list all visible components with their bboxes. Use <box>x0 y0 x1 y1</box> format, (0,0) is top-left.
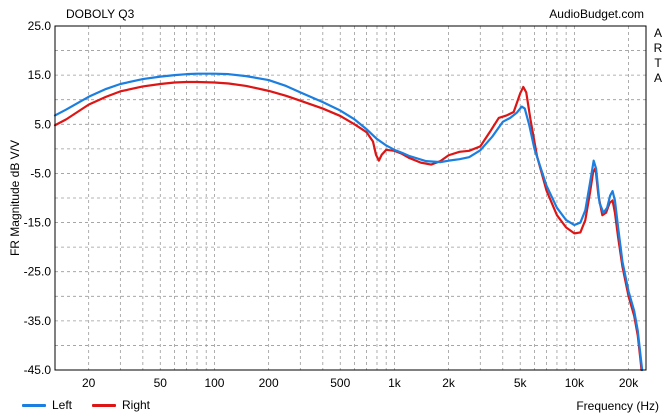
x-tick-label: 50 <box>154 376 168 390</box>
grid <box>55 26 646 370</box>
y-tick-label: 25.0 <box>28 19 52 33</box>
y-tick-label: -15.0 <box>24 216 52 230</box>
legend-swatch-left <box>22 403 46 407</box>
chart-title: DOBOLY Q3 <box>66 7 135 21</box>
y-tick-label: -25.0 <box>24 265 52 279</box>
y-tick-label: 15.0 <box>28 68 52 82</box>
y-axis-label: FR Magnitude dB V/V <box>8 139 22 257</box>
arta-letter: A <box>653 26 662 40</box>
series-line-right <box>53 80 643 372</box>
x-tick-label: 10k <box>565 376 585 390</box>
legend-item-right: Right <box>92 398 150 412</box>
series-group <box>53 72 644 372</box>
y-tick-label: -45.0 <box>24 363 52 377</box>
legend-label-right: Right <box>122 398 151 412</box>
x-tick-label: 20k <box>619 376 639 390</box>
series-line-left <box>53 72 644 372</box>
y-tick-label: 5.0 <box>34 117 51 131</box>
x-tick-label: 500 <box>330 376 350 390</box>
x-tick-label: 20 <box>82 376 96 390</box>
arta-letter: R <box>653 41 663 55</box>
brand-label: AudioBudget.com <box>549 7 644 21</box>
plot-frame <box>54 25 647 371</box>
y-tick-label: -5.0 <box>30 166 51 180</box>
x-tick-label: 1k <box>388 376 402 390</box>
legend-label-left: Left <box>52 398 73 412</box>
arta-letter: T <box>654 56 662 70</box>
legend-item-left: Left <box>22 398 72 412</box>
arta-letter: A <box>653 71 662 85</box>
x-tick-label: 200 <box>259 376 279 390</box>
x-axis-label: Frequency (Hz) <box>576 399 659 413</box>
y-tick-label: -35.0 <box>24 314 52 328</box>
legend-swatch-right <box>92 403 116 407</box>
x-tick-label: 2k <box>442 376 456 390</box>
y-axis-ticks: 25.0 15.0 5.0 -5.0 -15.0 -25.0 -35.0 -45.0 <box>24 19 52 377</box>
x-axis-ticks: 20 50 100 200 500 1k 2k 5k 10k 20k <box>82 376 639 390</box>
x-tick-label: 100 <box>204 376 224 390</box>
x-tick-label: 5k <box>514 376 528 390</box>
